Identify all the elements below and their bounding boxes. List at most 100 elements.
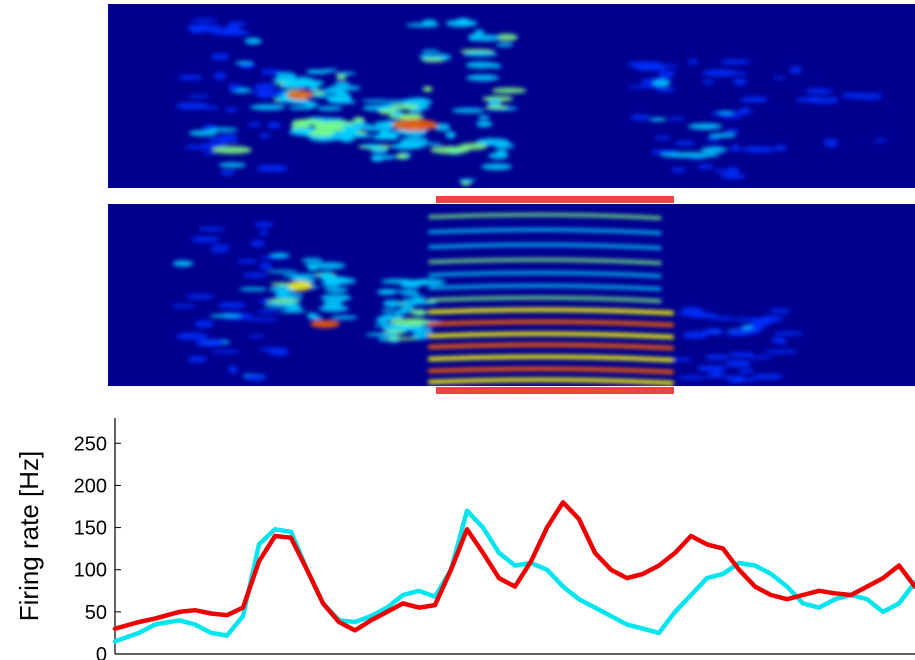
spectrogram-energy-blob bbox=[702, 80, 715, 85]
spectrogram-energy-blob bbox=[687, 59, 699, 65]
spectrogram-energy-blob bbox=[194, 320, 214, 329]
spectrogram-energy-blob bbox=[670, 167, 686, 173]
spectrogram-energy-blob bbox=[175, 102, 208, 110]
spectrogram-energy-blob bbox=[254, 221, 274, 228]
spectrogram-energy-blob bbox=[763, 349, 798, 354]
spectrogram-energy-blob bbox=[352, 117, 365, 124]
spectrogram-energy-blob bbox=[787, 102, 811, 108]
spectrogram-energy-blob bbox=[321, 68, 338, 73]
spectrogram-energy-blob bbox=[474, 29, 485, 36]
spectrogram-energy-blob bbox=[407, 97, 429, 104]
spectrogram-energy-blob bbox=[725, 129, 739, 134]
spectrogram-harmonic bbox=[428, 319, 674, 327]
spectrogram-energy-blob bbox=[479, 140, 495, 145]
spectrogram-energy-blob bbox=[320, 282, 341, 287]
spectrogram-energy-blob bbox=[804, 119, 817, 124]
spectrogram-energy-blob bbox=[823, 139, 839, 147]
spectrogram-peak bbox=[430, 146, 470, 154]
spectrogram-energy-blob bbox=[413, 295, 427, 299]
spectrogram-energy-blob bbox=[260, 69, 282, 75]
spectrogram-energy-blob bbox=[771, 336, 783, 343]
spectrogram-energy-blob bbox=[378, 337, 389, 342]
spectrogram-energy-blob bbox=[434, 123, 451, 132]
spectrogram-energy-blob bbox=[209, 314, 242, 318]
spectrogram-energy-blob bbox=[238, 287, 268, 292]
spectrogram-energy-blob bbox=[324, 287, 349, 293]
spectrogram-energy-blob bbox=[677, 375, 706, 380]
spectrogram-energy-blob bbox=[340, 296, 352, 300]
firing-rate-chart: 0 50 100 150 200 250 Firing rate [Hz] bbox=[14, 418, 915, 660]
spectrogram-energy-blob bbox=[412, 278, 446, 286]
spectrogram-energy-blob bbox=[730, 145, 741, 152]
spectrogram-energy-blob bbox=[757, 155, 769, 163]
spectrogram-energy-blob bbox=[878, 107, 904, 115]
spectrogram-energy-blob bbox=[874, 139, 887, 143]
spectrogram-energy-blob bbox=[409, 309, 428, 316]
spectrogram-energy-blob bbox=[267, 269, 298, 274]
spectrogram-energy-blob bbox=[220, 170, 236, 176]
spectrogram-energy-blob bbox=[385, 336, 419, 341]
spectrogram-energy-blob bbox=[654, 87, 676, 92]
spectrogram-energy-blob bbox=[487, 98, 502, 107]
spectrogram-energy-blob bbox=[382, 299, 402, 308]
spectrogram-energy-blob bbox=[288, 106, 314, 110]
spectrogram-energy-blob bbox=[172, 260, 194, 267]
spectrogram-energy-blob bbox=[652, 79, 670, 87]
spectrogram-energy-blob bbox=[490, 63, 502, 69]
spectrogram-energy-blob bbox=[470, 34, 501, 42]
spectrogram-energy-blob bbox=[244, 37, 262, 45]
spectrogram-energy-blob bbox=[476, 120, 493, 128]
spectrogram-energy-blob bbox=[228, 83, 242, 92]
spectrogram-energy-blob bbox=[210, 244, 231, 249]
series-line-red bbox=[112, 500, 915, 633]
spectrogram-energy-blob bbox=[837, 106, 851, 113]
spectrogram-energy-blob bbox=[218, 162, 247, 168]
spectrogram-energy-blob bbox=[795, 97, 821, 102]
spectrogram-energy-blob bbox=[375, 135, 390, 139]
spectrogram-energy-blob bbox=[375, 316, 390, 324]
spectrogram-energy-blob bbox=[332, 93, 352, 101]
spectrogram-energy-blob bbox=[741, 325, 753, 329]
spectrogram-harmonic bbox=[428, 307, 674, 315]
spectrogram-energy-blob bbox=[300, 258, 323, 263]
spectrogram-energy-blob bbox=[399, 136, 429, 145]
spectrogram-energy-blob bbox=[800, 60, 812, 69]
spectrogram-energy-blob bbox=[733, 110, 754, 114]
spectrogram-energy-blob bbox=[387, 99, 413, 104]
spectrogram-energy-blob bbox=[841, 92, 866, 99]
spectrogram-energy-blob bbox=[394, 309, 409, 315]
spectrogram-energy-blob bbox=[372, 155, 395, 160]
spectrogram-energy-blob bbox=[381, 289, 406, 293]
spectrogram-energy-blob bbox=[670, 358, 693, 362]
spectrogram-energy-blob bbox=[768, 79, 792, 83]
spectrogram-energy-blob bbox=[710, 316, 735, 321]
spectrogram-energy-blob bbox=[423, 142, 443, 146]
spectrogram-energy-blob bbox=[336, 71, 356, 76]
spectrogram-energy-blob bbox=[871, 128, 907, 134]
spectrogram-energy-blob bbox=[853, 98, 870, 104]
spectrogram-energy-blob bbox=[859, 63, 889, 68]
spectrogram-energy-blob bbox=[769, 308, 791, 314]
spectrogram-energy-blob bbox=[292, 275, 313, 279]
spectrogram-energy-blob bbox=[803, 110, 821, 116]
spectrogram-energy-blob bbox=[259, 133, 271, 138]
spectrogram-energy-blob bbox=[198, 227, 225, 232]
spectrogram-peak bbox=[287, 90, 313, 100]
spectrogram-energy-blob bbox=[309, 94, 333, 99]
spectrogram-energy-blob bbox=[283, 80, 297, 86]
spectrogram-energy-blob bbox=[787, 138, 801, 143]
spectrogram-energy-blob bbox=[266, 298, 300, 304]
spectrogram-energy-blob bbox=[209, 249, 230, 253]
spectrogram-energy-blob bbox=[630, 114, 651, 121]
spectrogram-energy-blob bbox=[209, 29, 246, 35]
highlight-bar-top bbox=[436, 196, 674, 203]
spectrogram-energy-blob bbox=[189, 28, 205, 34]
spectrogram-energy-blob bbox=[236, 259, 258, 264]
spectrogram-energy-blob bbox=[773, 331, 804, 336]
spectrogram-energy-blob bbox=[462, 51, 498, 57]
spectrogram-energy-blob bbox=[495, 33, 518, 42]
spectrogram-energy-blob bbox=[815, 94, 837, 99]
spectrogram-energy-blob bbox=[495, 149, 508, 155]
